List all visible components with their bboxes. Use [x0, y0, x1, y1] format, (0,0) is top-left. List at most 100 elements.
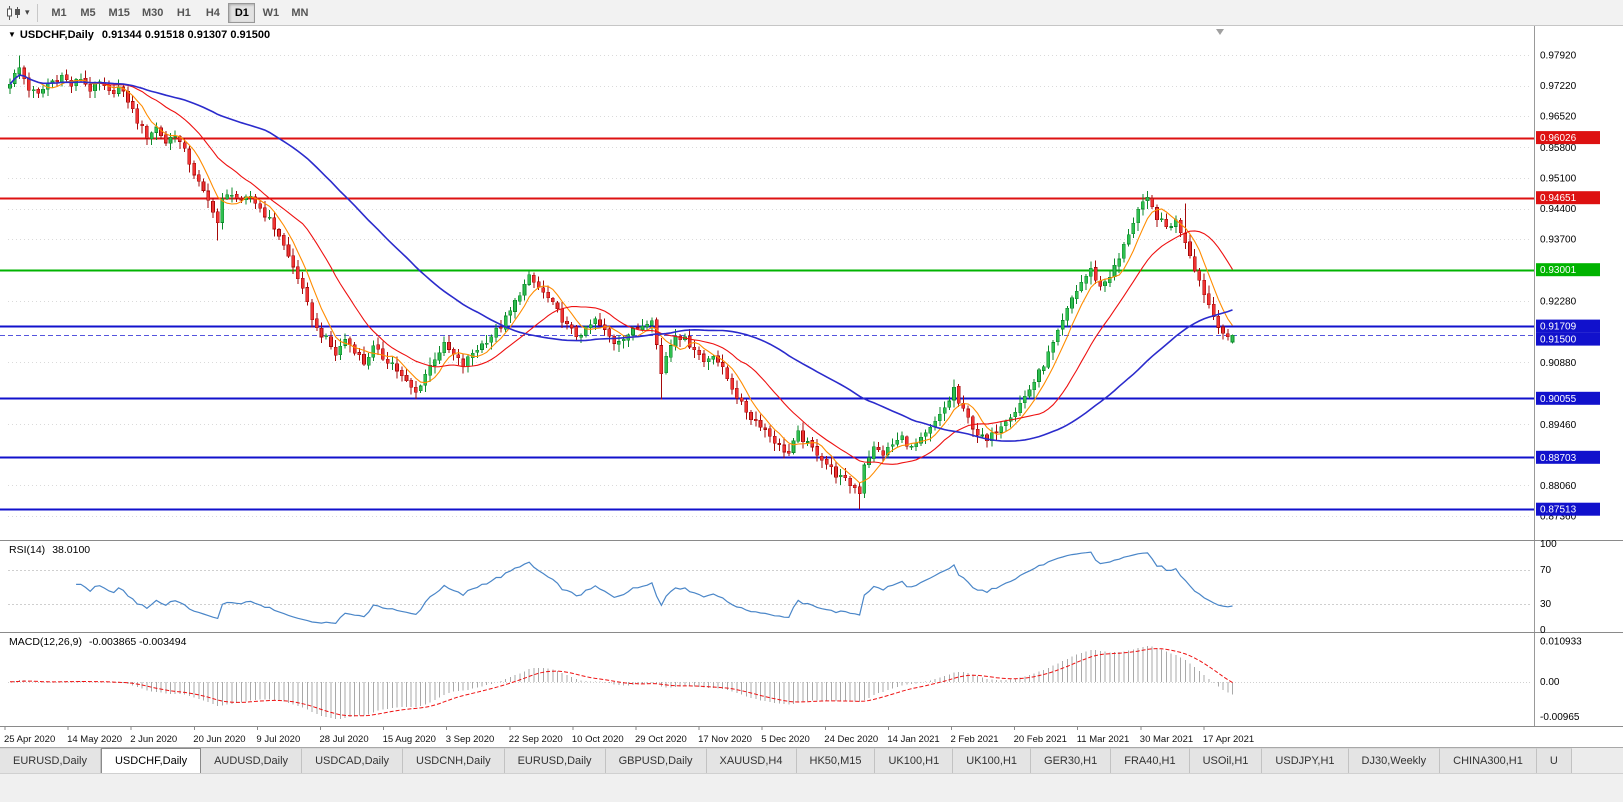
chart-window: 0.97920 0.97220 0.96520 0.95800 0.95100 0.944… — [0, 26, 1623, 747]
date-axis-label: 5 Dec 2020 — [761, 734, 810, 745]
date-axis-label: 14 May 2020 — [67, 734, 122, 745]
price-level-badge — [1536, 391, 1600, 405]
date-axis-label: 10 Oct 2020 — [572, 734, 624, 745]
price-level-badge-label: 0.96026 — [1540, 133, 1577, 144]
price-level-badge-label: 0.88703 — [1540, 453, 1577, 464]
date-axis-label: 17 Apr 2021 — [1203, 734, 1254, 745]
date-axis-label: 20 Jun 2020 — [193, 734, 245, 745]
chart-type-dropdown-icon[interactable]: ▾ — [25, 7, 30, 17]
macd-axis-label: 0.010933 — [1540, 637, 1582, 648]
date-axis-label: 11 Mar 2021 — [1077, 734, 1130, 745]
date-axis-label: 17 Nov 2020 — [698, 734, 752, 745]
chart-background — [0, 26, 1623, 747]
moving-average-6 — [9, 74, 1233, 484]
price-level-badge — [1536, 450, 1600, 464]
macd-histogram — [14, 646, 1233, 720]
price-axis-background — [1534, 26, 1623, 747]
chart-type-icon[interactable] — [5, 5, 23, 21]
chart-tab-ger30-h1[interactable]: GER30,H1 — [1031, 748, 1112, 773]
date-axis-label: 30 Mar 2021 — [1140, 734, 1193, 745]
chart-tab-usdcnh-daily[interactable]: USDCNH,Daily — [403, 748, 505, 773]
price-axis-label: 0.89460 — [1540, 420, 1577, 431]
chart-tab-hk50-m15[interactable]: HK50,M15 — [796, 748, 876, 773]
chart-tab-u[interactable]: U — [1536, 748, 1572, 773]
macd-indicator — [8, 646, 1532, 720]
date-axis-label: 29 Oct 2020 — [635, 734, 687, 745]
chart-tab-gbpusd-daily[interactable]: GBPUSD,Daily — [605, 748, 707, 773]
price-axis-label: 0.95800 — [1540, 143, 1577, 154]
timeframe-button-m5[interactable]: M5 — [75, 3, 102, 23]
chart-tab-usdcad-daily[interactable]: USDCAD,Daily — [302, 748, 404, 773]
chart-tab-dj30-weekly[interactable]: DJ30,Weekly — [1348, 748, 1441, 773]
price-axis-label: 0.93700 — [1540, 235, 1577, 246]
price-axis-label: 0.95100 — [1540, 174, 1577, 185]
date-axis-label: 2 Feb 2021 — [951, 734, 999, 745]
date-axis: 25 Apr 2020 14 May 2020 2 Jun 2020 20 Jun 2… — [4, 726, 1254, 745]
status-strip — [0, 773, 1623, 802]
price-level-badge — [1536, 502, 1600, 516]
chart-tab-xauusd-h4[interactable]: XAUUSD,H4 — [706, 748, 797, 773]
timeframe-button-mn[interactable]: MN — [286, 3, 313, 23]
timeframe-button-m15[interactable]: M15 — [104, 3, 135, 23]
timeframe-buttons-group: M1 M5 M15 M30 H1 H4 D1 W1 MN — [45, 2, 315, 23]
timeframe-button-w1[interactable]: W1 — [257, 3, 284, 23]
price-level-badge-label: 0.91709 — [1540, 322, 1577, 333]
chart-tab-usoil-h1[interactable]: USOil,H1 — [1189, 748, 1263, 773]
price-level-badge-label: 0.87513 — [1540, 505, 1577, 516]
price-level-badge — [1536, 319, 1600, 333]
rsi-axis-label: 70 — [1540, 565, 1552, 576]
price-level-badge — [1536, 332, 1600, 346]
toolbar-separator — [36, 3, 38, 22]
timeframe-button-m1[interactable]: M1 — [46, 3, 73, 23]
date-axis-label: 14 Jan 2021 — [887, 734, 939, 745]
macd-axis-label: -0.00965 — [1540, 712, 1580, 723]
macd-axis-label: 0.00 — [1540, 677, 1560, 688]
timeframe-button-d1[interactable]: D1 — [228, 2, 256, 23]
price-level-badge-label: 0.94651 — [1540, 193, 1577, 204]
moving-average-18 — [9, 74, 1233, 465]
candlesticks — [8, 55, 1235, 509]
chart-tabs-bar: EURUSD,Daily USDCHF,Daily AUDUSD,Daily USDC… — [0, 747, 1623, 773]
rsi-axis-label: 100 — [1540, 539, 1557, 550]
price-axis-label: 0.97920 — [1540, 50, 1577, 61]
price-level-badge-label: 0.93001 — [1540, 265, 1577, 276]
date-axis-label: 9 Jul 2020 — [256, 734, 300, 745]
price-level-badge-label: 0.90055 — [1540, 394, 1577, 405]
price-axis-label: 0.97220 — [1540, 81, 1577, 92]
timeframe-button-h1[interactable]: H1 — [170, 3, 197, 23]
rsi-indicator — [8, 551, 1532, 625]
price-axis-label: 0.92280 — [1540, 297, 1577, 308]
chart-tab-usdchf-daily[interactable]: USDCHF,Daily — [100, 748, 202, 773]
price-level-badge-label: 0.91500 — [1540, 335, 1577, 346]
price-level-badge — [1536, 191, 1600, 205]
chart-tab-uk100-h1[interactable]: UK100,H1 — [953, 748, 1032, 773]
chart-tab-eurusd-daily[interactable]: EURUSD,Daily — [0, 748, 101, 773]
date-axis-label: 15 Aug 2020 — [383, 734, 436, 745]
chart-tab-china300-h1[interactable]: CHINA300,H1 — [1440, 748, 1537, 773]
rsi-axis-label: 0 — [1540, 625, 1546, 636]
date-axis-label: 20 Feb 2021 — [1014, 734, 1067, 745]
timeframe-toolbar: ▾ M1 M5 M15 M30 H1 H4 D1 W1 MN — [0, 0, 1623, 26]
price-level-badge — [1536, 131, 1600, 145]
price-chart-canvas[interactable]: 0.97920 0.97220 0.96520 0.95800 0.95100 0.944… — [0, 26, 1623, 747]
price-axis-label: 0.90880 — [1540, 358, 1577, 369]
moving-average-55 — [9, 74, 1233, 442]
chart-tab-audusd-daily[interactable]: AUDUSD,Daily — [201, 748, 303, 773]
chart-tab-eurusd-daily[interactable]: EURUSD,Daily — [504, 748, 606, 773]
timeframe-button-h4[interactable]: H4 — [199, 3, 226, 23]
price-level-badge — [1536, 263, 1600, 277]
date-axis-label: 28 Jul 2020 — [320, 734, 369, 745]
price-axis-label: 0.94400 — [1540, 204, 1577, 215]
rsi-line — [76, 551, 1233, 625]
price-axis-label: 0.87360 — [1540, 511, 1577, 522]
chart-tab-usdjpy-h1[interactable]: USDJPY,H1 — [1262, 748, 1349, 773]
date-axis-label: 24 Dec 2020 — [824, 734, 878, 745]
timeframe-button-m30[interactable]: M30 — [137, 3, 168, 23]
chart-tab-fra40-h1[interactable]: FRA40,H1 — [1111, 748, 1190, 773]
price-axis-label: 0.96520 — [1540, 112, 1577, 123]
chart-shift-marker — [1216, 29, 1224, 35]
date-axis-label: 2 Jun 2020 — [130, 734, 177, 745]
date-axis-label: 25 Apr 2020 — [4, 734, 55, 745]
chart-tab-uk100-h1[interactable]: UK100,H1 — [875, 748, 954, 773]
macd-signal-line — [9, 648, 1233, 717]
